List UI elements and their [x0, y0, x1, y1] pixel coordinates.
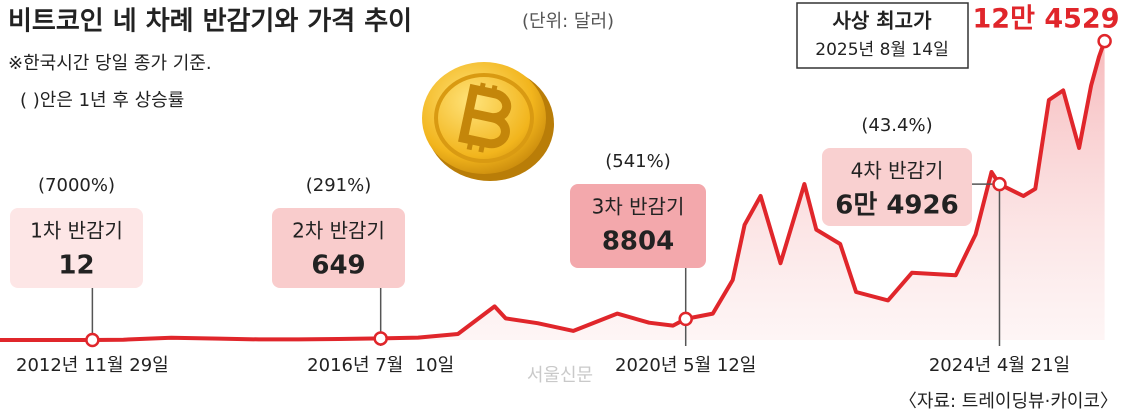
halving-marker	[373, 331, 388, 346]
price-area	[0, 41, 1105, 340]
halving-title: 4차 반감기	[851, 159, 944, 183]
halving-marker	[85, 332, 100, 348]
halving-change: (541%)	[605, 151, 671, 172]
halving-price: 6만 4926	[835, 191, 958, 221]
chart-subtitle: (단위: 달러)	[522, 11, 614, 32]
watermark: 서울신문	[527, 365, 593, 386]
halving-change: (7000%)	[38, 175, 115, 196]
halving-title: 1차 반감기	[30, 219, 123, 243]
note: ※한국시간 당일 종가 기준.	[8, 53, 212, 74]
halving-box	[822, 148, 972, 226]
halving-box	[570, 184, 706, 268]
source: 〈자료: 트레이딩뷰·카이코〉	[899, 391, 1118, 412]
record-date: 2025년 8월 14일	[815, 40, 948, 60]
record-title: 사상 최고가	[833, 9, 933, 33]
halving-price: 649	[311, 251, 365, 281]
halving-marker	[678, 311, 693, 327]
halving-price: 12	[58, 251, 94, 281]
halving-date: 2012년 11월 29일	[16, 355, 169, 376]
halving-marker	[992, 176, 1007, 192]
halving-title: 3차 반감기	[592, 195, 685, 219]
record-marker	[1097, 33, 1112, 49]
halving-change: (291%)	[306, 175, 372, 196]
chart-title: 비트코인 네 차례 반감기와 가격 추이	[8, 7, 412, 37]
halving-box	[10, 208, 143, 288]
halving-price: 8804	[602, 227, 674, 257]
note: ( )안은 1년 후 상승률	[20, 90, 184, 111]
halving-title: 2차 반감기	[292, 219, 385, 243]
halving-date: 2016년 7월 10일	[307, 355, 454, 376]
record-price: 12만 4529	[973, 4, 1120, 35]
record-box	[796, 2, 969, 69]
halving-change: (43.4%)	[861, 115, 932, 136]
coin-icon	[422, 62, 554, 181]
halving-date: 2024년 4월 21일	[929, 355, 1070, 376]
halving-box	[272, 208, 405, 288]
price-line	[0, 40, 1107, 342]
halving-date: 2020년 5월 12일	[615, 355, 756, 376]
